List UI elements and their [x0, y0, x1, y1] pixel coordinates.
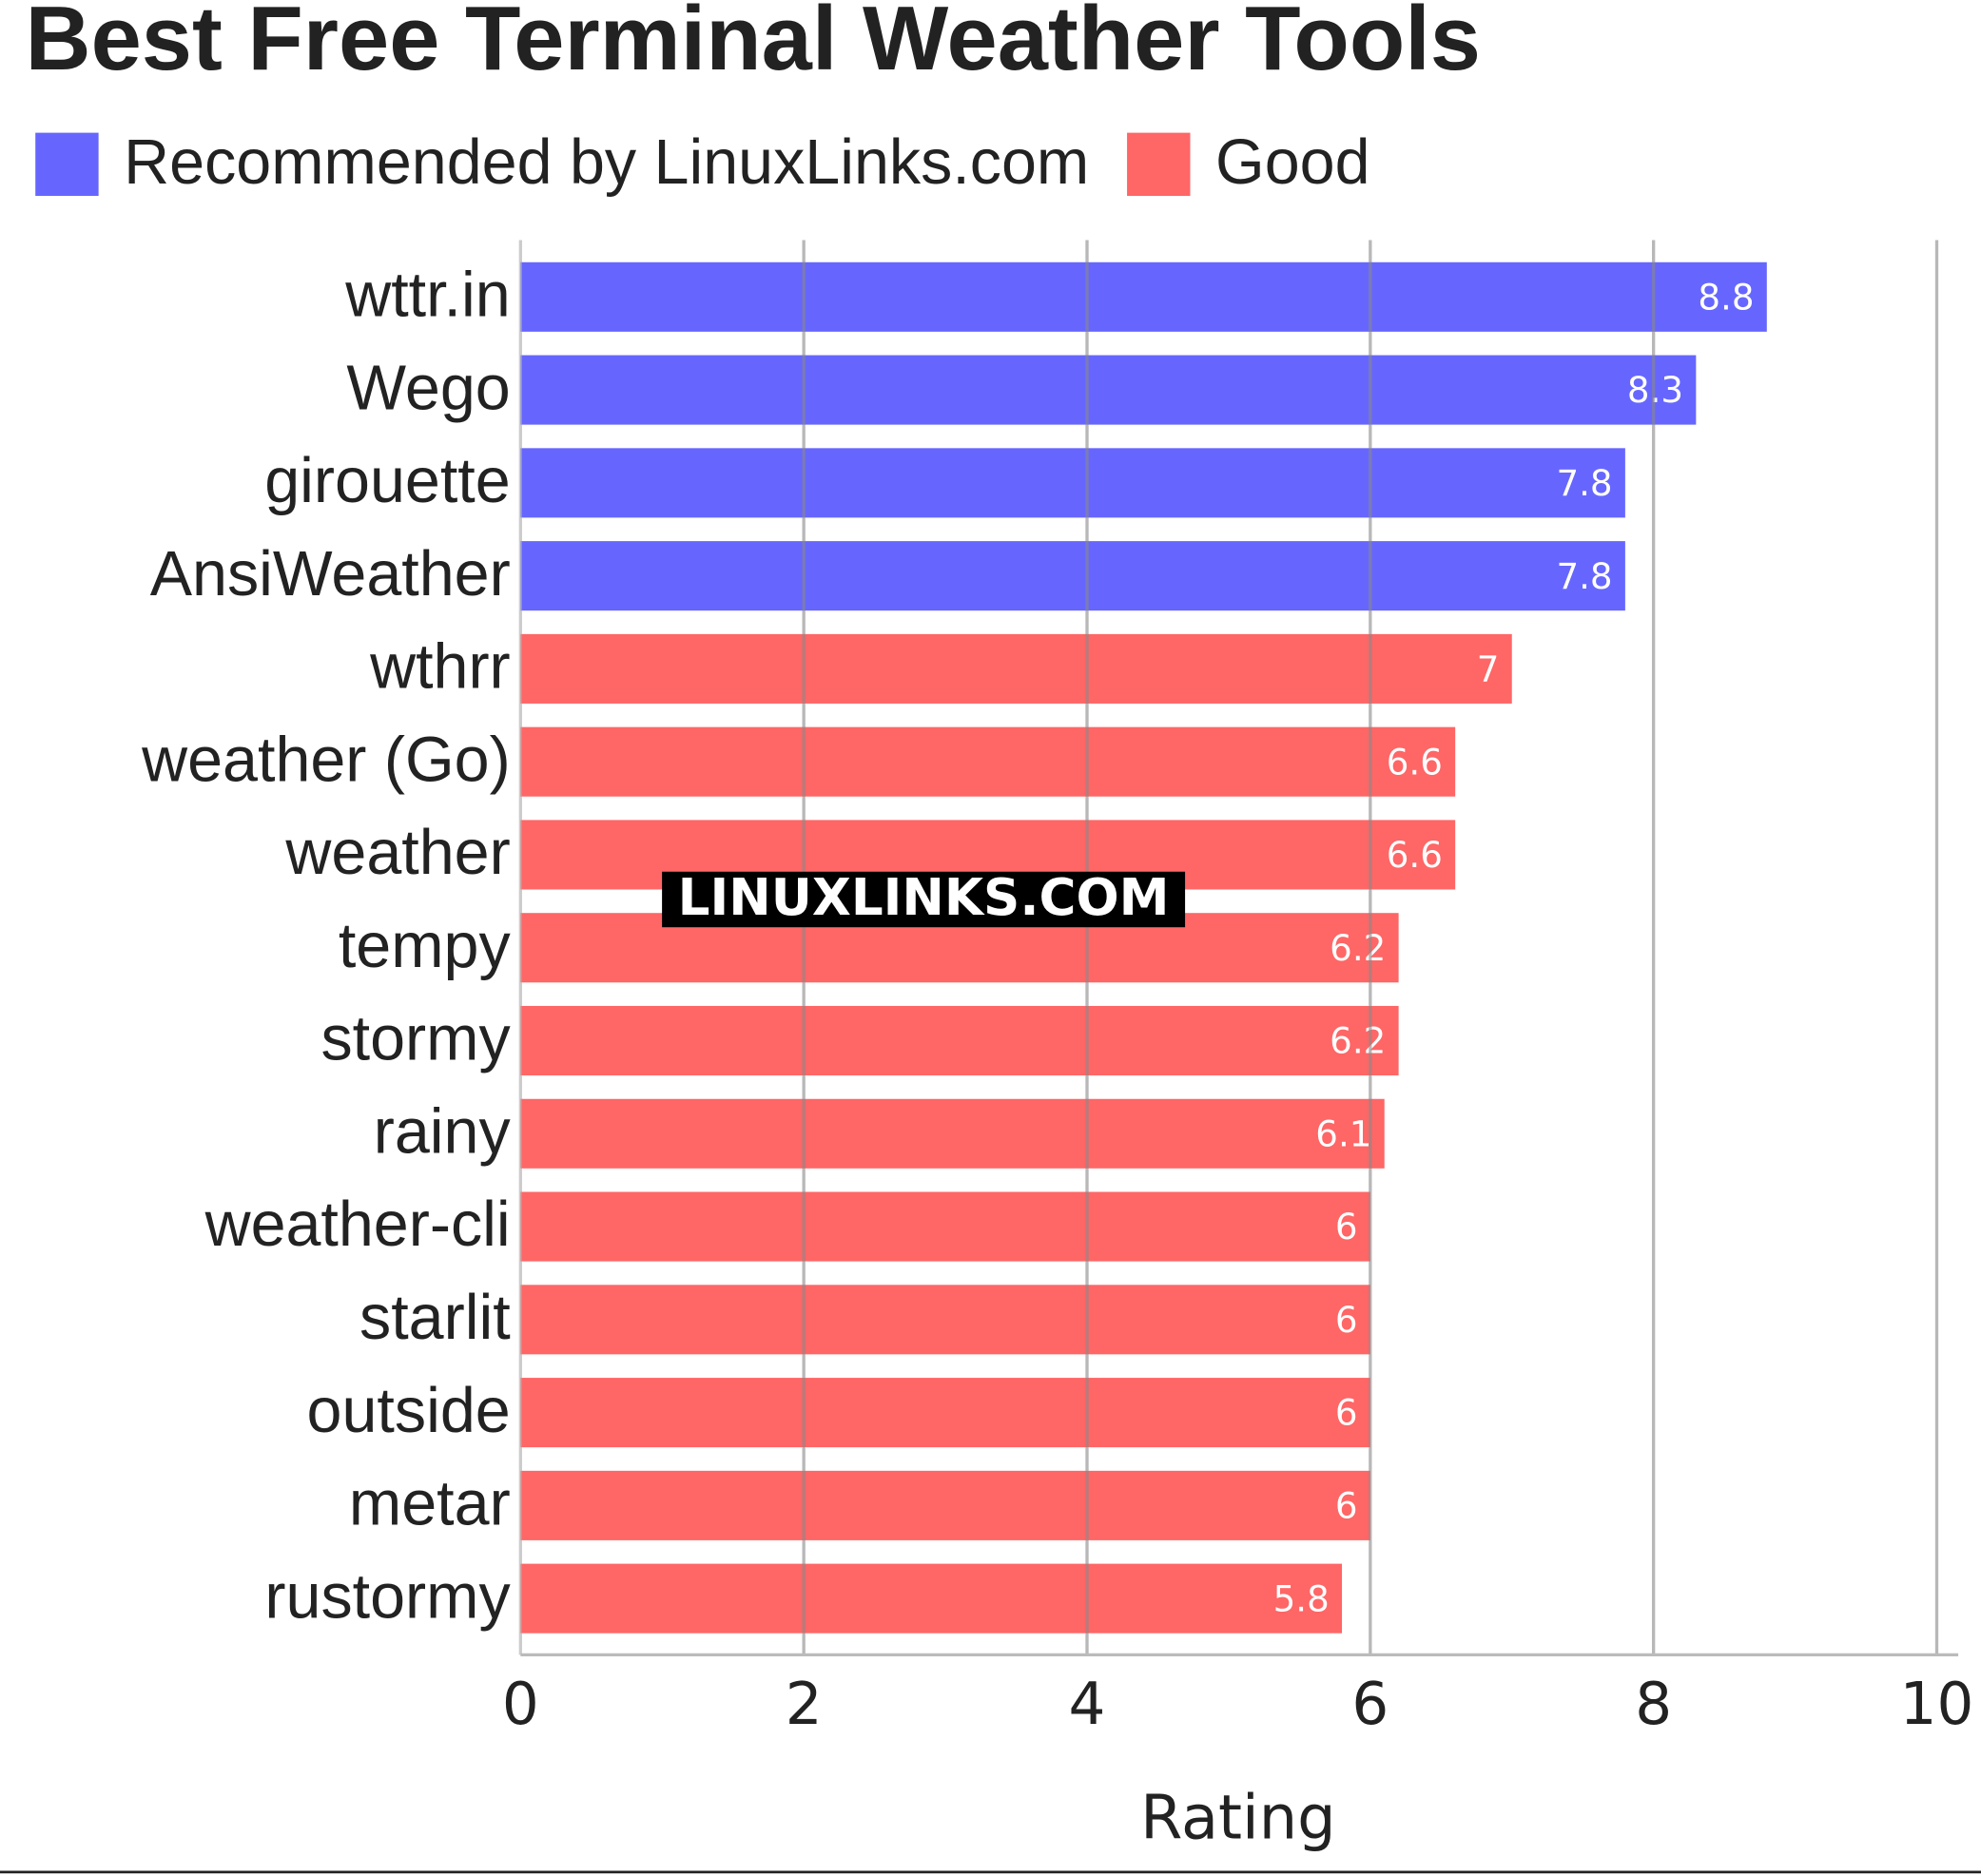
bar	[520, 541, 1625, 611]
value-label: 5.8	[1273, 1577, 1330, 1619]
chart-title: Best Free Terminal Weather Tools	[26, 0, 1481, 89]
value-label: 8.8	[1698, 276, 1754, 318]
y-tick-label: Wego	[346, 353, 510, 423]
watermark: LINUXLINKS.COM	[678, 868, 1170, 927]
y-tick-label: metar	[349, 1469, 511, 1539]
y-tick-label: rainy	[374, 1096, 512, 1167]
value-label: 6.6	[1387, 741, 1443, 783]
x-axis-label: Rating	[1140, 1783, 1336, 1853]
bar	[520, 355, 1697, 425]
value-label: 6	[1335, 1392, 1358, 1434]
legend-label: Good	[1215, 127, 1369, 198]
bar	[520, 1005, 1399, 1076]
value-label: 7	[1477, 648, 1500, 690]
x-tick-label: 2	[786, 1671, 823, 1738]
y-tick-label: wthrr	[369, 632, 511, 703]
value-label: 6	[1335, 1206, 1358, 1247]
bar	[520, 1563, 1343, 1634]
value-label: 6.1	[1315, 1112, 1371, 1154]
y-tick-label: AnsiWeather	[150, 539, 511, 609]
legend-swatch	[35, 132, 99, 197]
bar	[520, 726, 1456, 797]
value-label: 6.2	[1330, 1020, 1386, 1062]
x-tick-label: 8	[1635, 1671, 1672, 1738]
y-tick-label: rustormy	[264, 1561, 511, 1632]
bar	[520, 1378, 1370, 1448]
x-tick-label: 6	[1351, 1671, 1389, 1738]
x-tick-label: 0	[502, 1671, 539, 1738]
bar	[520, 1191, 1370, 1262]
value-label: 6.2	[1330, 927, 1386, 969]
y-tick-label: weather	[284, 818, 510, 888]
y-tick-label: stormy	[320, 1004, 511, 1074]
value-label: 8.3	[1627, 369, 1683, 411]
bar	[520, 1285, 1370, 1355]
y-tick-label: weather (Go)	[141, 725, 511, 795]
x-tick-label: 10	[1900, 1671, 1974, 1738]
value-label: 7.8	[1556, 462, 1612, 504]
legend-label: Recommended by LinuxLinks.com	[124, 127, 1089, 198]
watermark-bg	[662, 871, 1186, 928]
y-tick-label: starlit	[359, 1283, 511, 1353]
bar	[520, 1098, 1385, 1169]
bar	[520, 261, 1767, 332]
legend-swatch	[1127, 132, 1191, 197]
y-tick-label: tempy	[339, 911, 512, 981]
value-label: 6.6	[1387, 834, 1443, 876]
x-tick-label: 4	[1069, 1671, 1106, 1738]
bar	[520, 633, 1512, 704]
bar	[520, 448, 1625, 518]
y-tick-label: weather-cli	[204, 1189, 511, 1260]
value-label: 6	[1335, 1485, 1358, 1527]
y-tick-label: outside	[307, 1376, 511, 1446]
value-label: 6	[1335, 1299, 1358, 1341]
bar	[520, 1470, 1370, 1540]
value-label: 7.8	[1556, 555, 1612, 597]
y-tick-label: girouette	[264, 446, 510, 516]
y-tick-label: wttr.in	[344, 261, 510, 331]
